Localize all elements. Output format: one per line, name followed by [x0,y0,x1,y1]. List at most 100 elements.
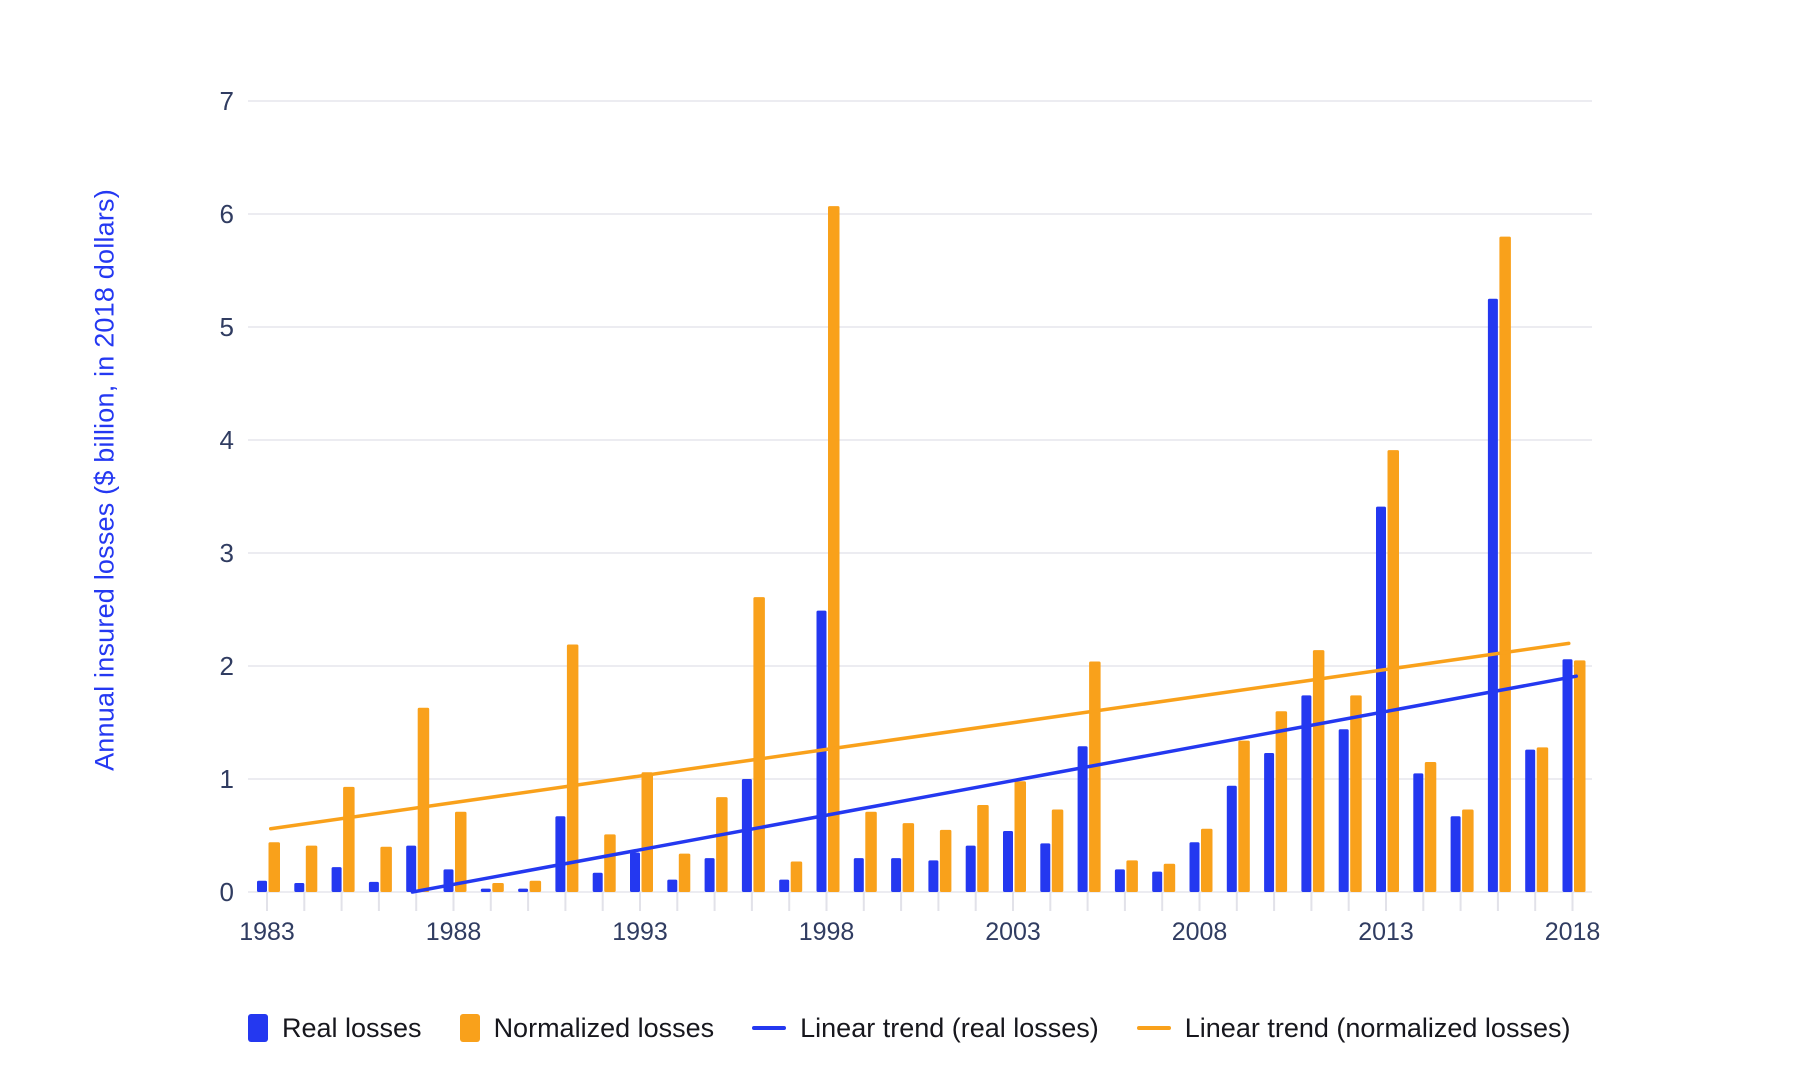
bar-normalized-losses-1998 [828,206,840,893]
legend-item-trend-real[interactable]: Linear trend (real losses) [752,1013,1099,1044]
bar-normalized-losses-1990 [529,880,542,892]
bar-real-losses-2005 [1077,746,1088,892]
y-tick-label-0: 0 [220,877,234,907]
bar-real-losses-2006 [1114,869,1125,892]
bar-normalized-losses-2008 [1201,828,1213,892]
bar-normalized-losses-1989 [492,882,504,892]
bar-real-losses-2001 [928,860,939,892]
legend-item-real-losses[interactable]: Real losses [248,1013,422,1044]
legend-item-trend-normalized[interactable]: Linear trend (normalized losses) [1136,1012,1571,1044]
bar-real-losses-1984 [294,882,305,892]
y-tick-label-2: 2 [220,651,234,681]
bar-normalized-losses-1993 [641,772,653,892]
real-losses-swatch [248,1014,268,1042]
bar-real-losses-1991 [555,816,566,892]
x-tick-label-1998: 1998 [799,918,855,946]
bar-real-losses-2016 [1487,298,1498,892]
bar-real-losses-1990 [518,888,529,892]
bar-real-losses-1988 [443,869,454,892]
x-tick-label-2003: 2003 [985,918,1041,946]
bar-normalized-losses-1995 [716,797,728,892]
bar-normalized-losses-1994 [678,853,691,892]
bar-real-losses-1997 [779,879,790,892]
bar-normalized-losses-1999 [865,811,877,892]
bar-normalized-losses-2006 [1126,860,1138,892]
bar-real-losses-2004 [1040,843,1051,892]
bar-normalized-losses-2005 [1089,661,1101,892]
bar-real-losses-1996 [741,779,752,892]
y-tick-label-4: 4 [220,425,234,455]
legend-label-normalized-losses: Normalized losses [493,1012,715,1043]
bar-real-losses-2008 [1189,842,1200,892]
x-tick-label-1993: 1993 [612,918,668,946]
bar-real-losses-1999 [853,858,864,892]
bar-normalized-losses-2007 [1163,863,1176,892]
bar-real-losses-1994 [667,879,678,892]
bar-real-losses-1995 [704,858,715,892]
bar-real-losses-2014 [1413,773,1424,892]
bar-real-losses-2018 [1562,659,1573,892]
bar-normalized-losses-1984 [305,845,318,892]
bar-real-losses-2010 [1264,753,1275,892]
bar-normalized-losses-1992 [604,834,616,892]
bar-real-losses-1992 [592,872,603,892]
bar-real-losses-2007 [1152,871,1163,892]
y-tick-label-7: 7 [220,86,234,116]
trend-real-line-swatch [752,1026,787,1030]
bar-real-losses-2000 [891,858,902,892]
x-tick-label-2013: 2013 [1358,918,1414,946]
trend-line-real [410,674,1578,894]
y-tick-label-1: 1 [220,764,234,794]
bar-real-losses-1983 [257,880,267,892]
bar-normalized-losses-2003 [1014,781,1026,892]
x-tick-label-2018: 2018 [1545,918,1601,946]
bar-normalized-losses-2018 [1574,660,1586,892]
bar-real-losses-2015 [1450,816,1461,892]
bar-real-losses-2002 [965,845,976,892]
bar-real-losses-1987 [406,845,417,892]
bar-normalized-losses-1985 [343,786,355,892]
bar-normalized-losses-2001 [939,829,952,892]
bar-normalized-losses-1986 [380,846,392,892]
bar-real-losses-1985 [331,867,342,892]
trend-normalized-line-swatch [1136,1026,1171,1030]
x-tick-label-1983: 1983 [239,918,295,946]
bar-normalized-losses-2013 [1387,450,1399,892]
bar-real-losses-2009 [1226,785,1237,892]
x-tick-label-1988: 1988 [426,918,482,946]
bar-normalized-losses-2017 [1536,747,1549,892]
legend-item-normalized-losses[interactable]: Normalized losses [459,1012,715,1044]
bar-real-losses-1989 [480,888,491,892]
bar-normalized-losses-2004 [1051,809,1064,892]
normalized-losses-swatch [459,1014,480,1042]
bar-normalized-losses-1996 [753,597,765,892]
legend: Real losses Normalized losses Linear tre… [248,1004,1570,1052]
bar-real-losses-2017 [1525,749,1536,892]
bar-normalized-losses-2016 [1499,236,1511,893]
trend-line-normalized [268,641,1571,831]
y-tick-label-5: 5 [220,312,234,342]
x-tick-label-2008: 2008 [1172,918,1228,946]
legend-label-trend-real: Linear trend (real losses) [800,1012,1099,1043]
bar-real-losses-2003 [1003,830,1013,892]
bar-real-losses-1986 [368,881,379,892]
bar-normalized-losses-1988 [455,811,467,892]
bar-normalized-losses-1997 [790,861,803,892]
bar-normalized-losses-2009 [1238,740,1250,892]
bar-normalized-losses-1991 [566,644,579,892]
y-tick-label-6: 6 [220,199,234,229]
bar-real-losses-2013 [1376,506,1386,892]
bar-normalized-losses-2011 [1312,650,1325,892]
bar-real-losses-2011 [1301,695,1312,892]
bar-normalized-losses-2002 [977,804,989,892]
legend-label-real-losses: Real losses [282,1012,422,1043]
bar-normalized-losses-2015 [1462,809,1474,892]
bar-normalized-losses-1987 [417,707,430,892]
y-tick-label-3: 3 [220,538,234,568]
bar-normalized-losses-2014 [1424,762,1437,892]
bar-normalized-losses-2000 [902,823,915,892]
bar-normalized-losses-2010 [1275,711,1288,892]
y-axis-title: Annual insured losses ($ billion, in 201… [89,189,120,771]
legend-label-trend-normalized: Linear trend (normalized losses) [1184,1012,1571,1043]
